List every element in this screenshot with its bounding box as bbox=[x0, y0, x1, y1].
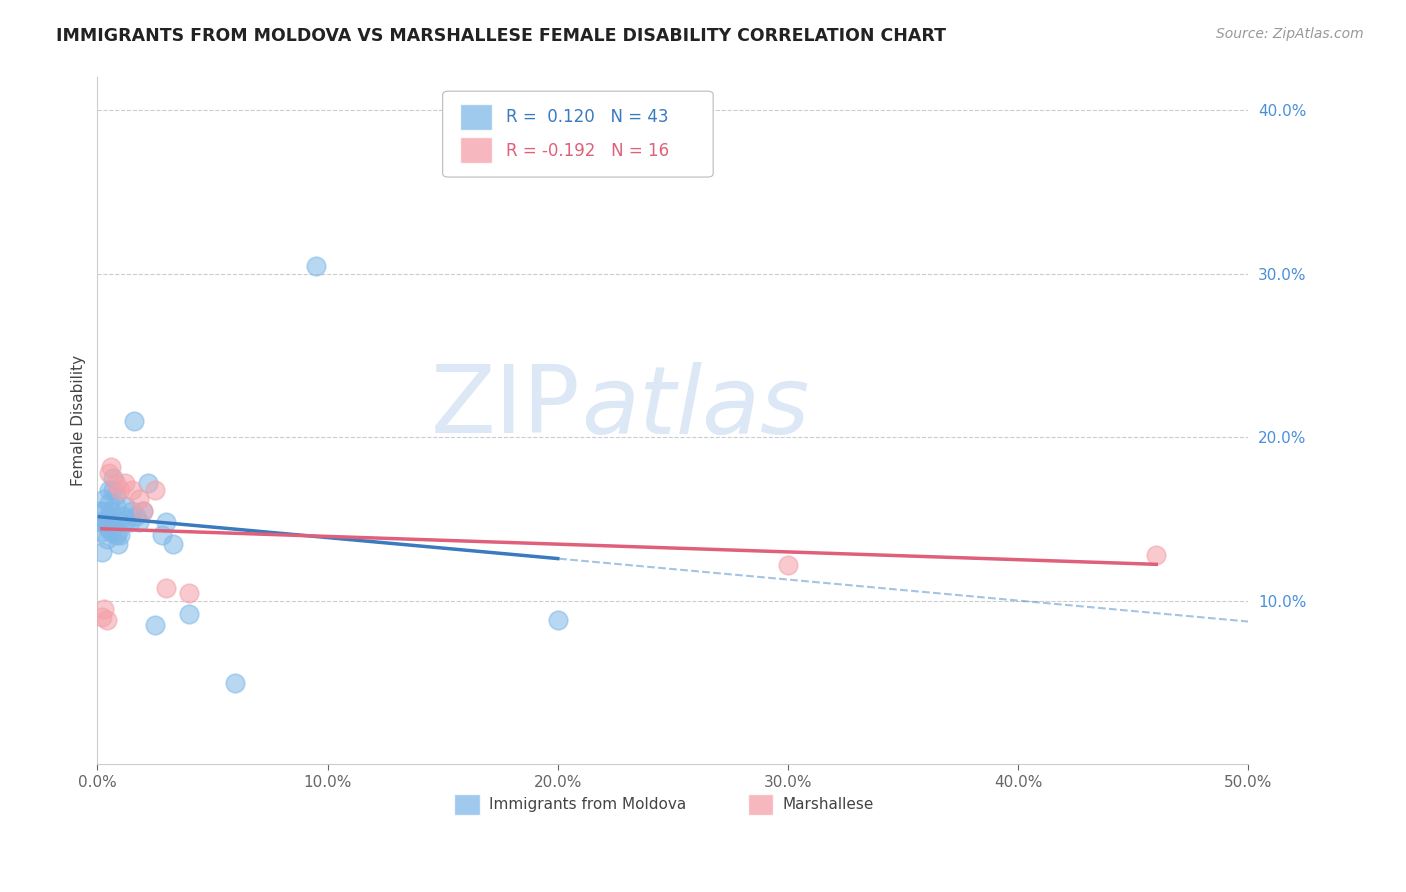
Point bbox=[91, 525, 114, 540]
Point bbox=[111, 508, 134, 523]
Point bbox=[179, 607, 201, 621]
Text: atlas: atlas bbox=[581, 361, 808, 453]
Point bbox=[143, 618, 166, 632]
FancyBboxPatch shape bbox=[443, 91, 713, 177]
Point bbox=[96, 512, 118, 526]
Point bbox=[305, 259, 328, 273]
Text: IMMIGRANTS FROM MOLDOVA VS MARSHALLESE FEMALE DISABILITY CORRELATION CHART: IMMIGRANTS FROM MOLDOVA VS MARSHALLESE F… bbox=[56, 27, 946, 45]
Point bbox=[96, 520, 118, 534]
Point bbox=[96, 614, 118, 628]
Text: ZIP: ZIP bbox=[432, 361, 581, 453]
Point bbox=[97, 467, 120, 481]
Point bbox=[110, 483, 132, 497]
Point bbox=[114, 476, 136, 491]
Point bbox=[132, 504, 155, 518]
Point bbox=[107, 525, 129, 540]
Point bbox=[107, 536, 129, 550]
Point bbox=[132, 504, 155, 518]
Point bbox=[122, 414, 145, 428]
Point bbox=[224, 675, 246, 690]
Point bbox=[89, 504, 111, 518]
Point bbox=[179, 585, 201, 599]
Point bbox=[110, 528, 132, 542]
Text: Source: ZipAtlas.com: Source: ZipAtlas.com bbox=[1216, 27, 1364, 41]
Point bbox=[117, 512, 139, 526]
Point bbox=[103, 483, 125, 497]
Point bbox=[114, 499, 136, 513]
Point bbox=[91, 610, 114, 624]
Text: Immigrants from Moldova: Immigrants from Moldova bbox=[489, 797, 686, 812]
Point bbox=[104, 499, 127, 513]
Text: R = -0.192   N = 16: R = -0.192 N = 16 bbox=[506, 142, 669, 160]
Point bbox=[776, 558, 799, 572]
Point bbox=[1144, 548, 1167, 562]
Point bbox=[128, 492, 150, 507]
Point bbox=[121, 504, 143, 518]
Point bbox=[97, 483, 120, 497]
Point bbox=[121, 483, 143, 497]
Point bbox=[110, 516, 132, 530]
Point bbox=[100, 459, 122, 474]
Point bbox=[136, 476, 159, 491]
Point bbox=[93, 516, 115, 530]
Point bbox=[96, 532, 118, 546]
Bar bbox=[748, 794, 773, 814]
Point bbox=[128, 516, 150, 530]
Point bbox=[118, 516, 141, 530]
Bar bbox=[460, 137, 492, 163]
Point bbox=[97, 496, 120, 510]
Point bbox=[104, 476, 127, 491]
Point bbox=[89, 516, 111, 530]
Point bbox=[100, 504, 122, 518]
Text: Marshallese: Marshallese bbox=[782, 797, 873, 812]
Point bbox=[97, 508, 120, 523]
Point bbox=[547, 614, 569, 628]
Text: R =  0.120   N = 43: R = 0.120 N = 43 bbox=[506, 108, 668, 127]
Point bbox=[100, 525, 122, 540]
Point bbox=[104, 528, 127, 542]
Point bbox=[155, 516, 177, 530]
Y-axis label: Female Disability: Female Disability bbox=[72, 355, 86, 486]
Point bbox=[155, 581, 177, 595]
Bar bbox=[460, 104, 492, 130]
Point bbox=[103, 471, 125, 485]
Point bbox=[143, 483, 166, 497]
Point bbox=[91, 545, 114, 559]
Point bbox=[100, 516, 122, 530]
Point bbox=[93, 504, 115, 518]
Point bbox=[104, 487, 127, 501]
Point bbox=[93, 602, 115, 616]
Bar bbox=[454, 794, 479, 814]
Point bbox=[162, 536, 184, 550]
Point bbox=[125, 508, 148, 523]
Point bbox=[93, 492, 115, 507]
Point bbox=[150, 528, 173, 542]
